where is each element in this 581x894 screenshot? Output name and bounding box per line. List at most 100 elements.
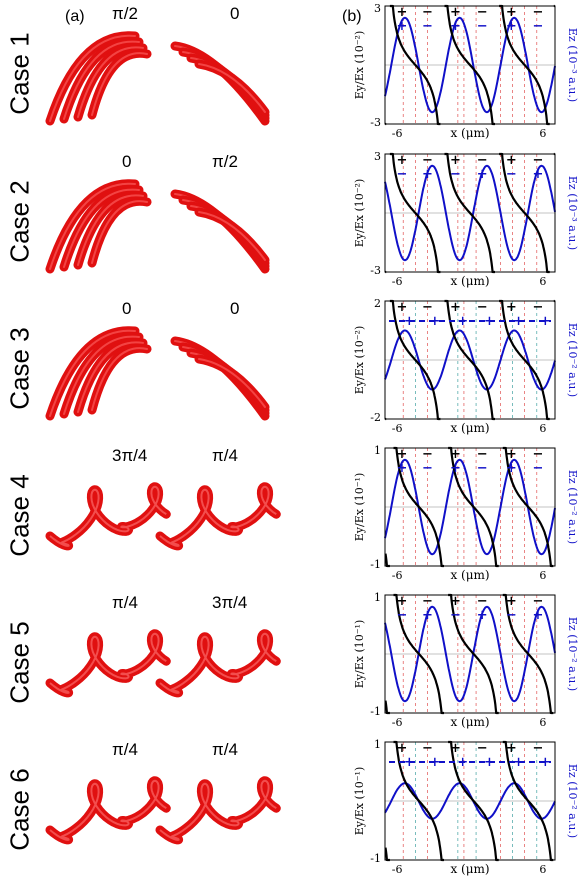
helix-strand [45, 482, 171, 551]
x-axis-label: x (μm) [450, 421, 489, 435]
xtick-label: 6 [539, 863, 546, 876]
helix-strand [194, 59, 270, 117]
charge-sign-top: − [533, 300, 544, 315]
right-axis-label: Ez (10⁻² a.u.) [566, 470, 579, 544]
ey-ex-curve [393, 740, 444, 862]
ey-ex-curve [393, 593, 444, 715]
ez-curve [384, 605, 556, 703]
charge-sign-sub: + [540, 755, 551, 770]
ytick-max: 3 [374, 2, 381, 15]
ytick-max: 1 [374, 738, 381, 751]
charge-sign-top: − [477, 447, 488, 462]
charge-sign-sub: − [450, 608, 461, 623]
charge-sign-sub: + [457, 755, 468, 770]
ytick-max: 1 [374, 591, 381, 604]
charge-sign-sub: + [506, 461, 517, 476]
charge-sign-sub: + [397, 19, 408, 34]
charge-sign-sub: + [533, 608, 544, 623]
helix-illustration [45, 326, 270, 421]
ytick-min: -3 [370, 264, 381, 277]
ey-ex-curve [448, 593, 499, 715]
helix-highlight [91, 347, 148, 411]
ey-ex-curve [448, 740, 499, 862]
charge-sign-sub: + [422, 167, 433, 182]
right-axis-label: Ez (10⁻² a.u.) [566, 764, 579, 838]
xtick-label: -6 [392, 863, 403, 876]
charge-sign-sub: − [533, 19, 544, 34]
charge-sign-sub: + [484, 755, 495, 770]
charge-sign-top: − [422, 153, 433, 168]
plot-frame [384, 447, 556, 567]
phase-right-label: 0 [230, 4, 240, 23]
charge-sign-top: − [533, 447, 544, 462]
charge-sign-top: + [506, 447, 517, 462]
ey-ex-curve [389, 299, 441, 421]
phase-left-label: π/4 [112, 740, 138, 759]
ey-ex-curve [393, 446, 444, 568]
phase-left-label: π/4 [112, 593, 138, 612]
y-axis-label: Ey/Ex (10⁻¹) [353, 473, 366, 541]
ytick-min: -1 [370, 852, 381, 865]
helix-highlight [49, 34, 136, 122]
ez-curve [384, 329, 556, 391]
charge-sign-sub: + [429, 314, 440, 329]
ey-ex-curve [384, 700, 390, 715]
case-label: Case 5 [4, 621, 35, 704]
helix-illustration [45, 482, 281, 551]
helix-strand [155, 482, 281, 551]
phase-right-label: π/4 [212, 446, 238, 465]
ez-curve [384, 16, 556, 114]
ytick-min: -1 [370, 705, 381, 718]
charge-sign-sub: + [484, 314, 495, 329]
helix-strand [155, 629, 281, 698]
ey-ex-curve [502, 740, 554, 862]
plot-frame [384, 594, 556, 714]
charge-sign-sub: + [506, 19, 517, 34]
y-axis-label: Ey/Ex (10⁻¹) [353, 767, 366, 835]
helix-illustration [45, 31, 270, 126]
ez-curve [384, 458, 556, 556]
x-axis-label: x (μm) [450, 274, 489, 288]
charge-sign-top: + [397, 153, 408, 168]
charge-sign-sub: + [513, 755, 524, 770]
field-plot: 3-3-6 6x (μm)Ey/Ex (10⁻²) Ez (10⁻³ a.u.)+ −… [353, 2, 579, 140]
helix-highlight [159, 632, 277, 694]
y-axis-label: Ey/Ex (10⁻¹) [353, 620, 366, 688]
phase-right-label: π/2 [212, 152, 238, 171]
helix-highlight [198, 358, 266, 408]
charge-sign-sub: − [397, 167, 408, 182]
xtick-label: -6 [392, 422, 403, 435]
charge-sign-top: − [422, 741, 433, 756]
helix-illustration [45, 629, 281, 698]
case-label: Case 6 [4, 768, 35, 851]
charge-sign-top: + [397, 5, 408, 20]
charge-sign-top: − [533, 153, 544, 168]
helix-highlight [63, 40, 140, 120]
charge-sign-top: + [450, 5, 461, 20]
charge-sign-top: − [477, 741, 488, 756]
helix-highlight [77, 341, 144, 413]
helix-highlight [91, 200, 148, 264]
phase-left-label: 3π/4 [112, 446, 148, 465]
phase-right-label: π/4 [212, 740, 238, 759]
ytick-max: 3 [374, 150, 381, 163]
charge-sign-top: − [422, 447, 433, 462]
plot-frame [384, 741, 556, 861]
charge-sign-sub: + [477, 167, 488, 182]
y-axis-label: Ey/Ex (10⁻²) [353, 326, 366, 394]
charge-sign-top: − [477, 300, 488, 315]
charge-sign-top: + [506, 594, 517, 609]
case-label: Case 2 [4, 180, 35, 263]
phase-right-label: 3π/4 [212, 593, 248, 612]
helix-strand [194, 354, 270, 412]
charge-sign-top: + [450, 594, 461, 609]
case-label: Case 4 [4, 474, 35, 557]
plot-frame [384, 300, 556, 420]
xtick-label: -6 [392, 716, 403, 729]
ey-ex-curve [384, 847, 390, 862]
xtick-label: 6 [539, 127, 546, 140]
charge-sign-sub: + [404, 755, 415, 770]
charge-sign-top: − [422, 300, 433, 315]
helix-highlight [49, 632, 167, 694]
charge-sign-top: + [506, 153, 517, 168]
